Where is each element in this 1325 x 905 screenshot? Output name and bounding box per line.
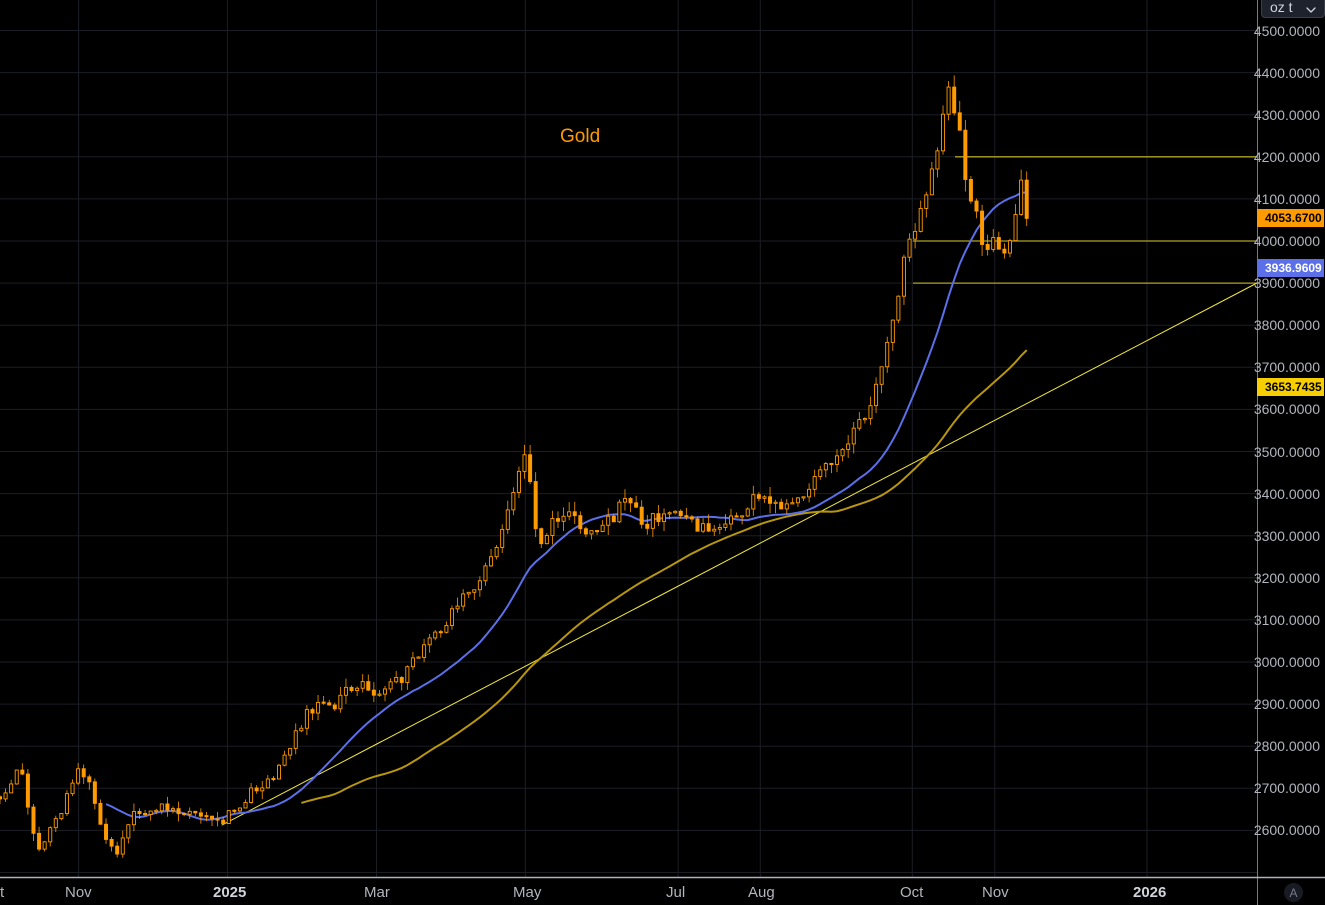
svg-text:Gold: Gold bbox=[560, 126, 600, 147]
